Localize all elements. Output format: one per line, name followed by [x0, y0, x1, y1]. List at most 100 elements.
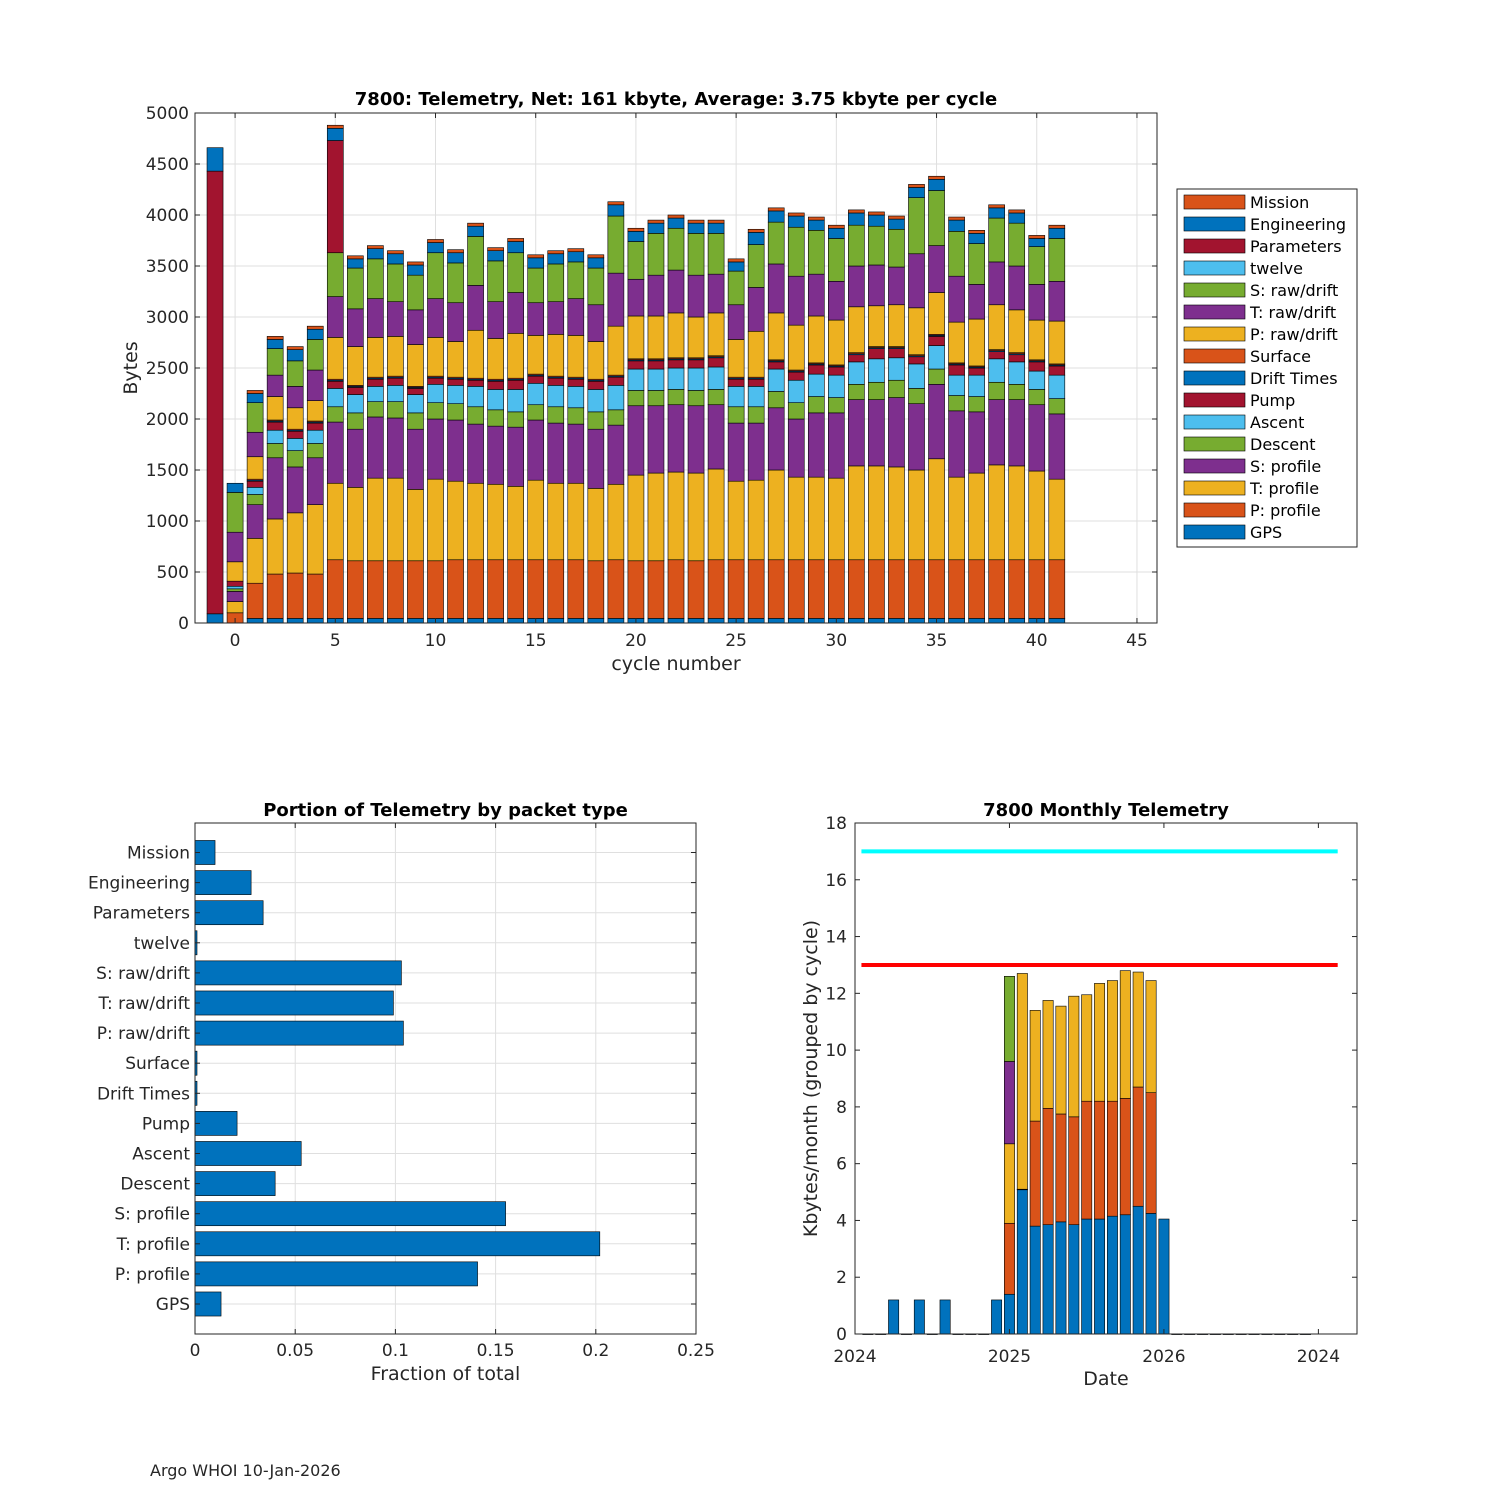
- category-label-descent: Descent: [120, 1175, 190, 1195]
- bar-segment-t-profile: [627, 474, 645, 562]
- bar-segment-t-profile: [767, 469, 785, 561]
- bar-segment-t-profile: [807, 476, 825, 561]
- category-label-t-profile: T: profile: [116, 1235, 190, 1255]
- category-label-p-profile: P: profile: [115, 1265, 190, 1285]
- legend-swatch-t-profile: [1183, 480, 1246, 496]
- bar-segment-s-profile: [527, 419, 545, 481]
- bar-segment-s-profile: [807, 412, 825, 478]
- bar-segment-ascent: [968, 374, 985, 397]
- bar-segment-s-raw-drift: [266, 348, 284, 376]
- bar-segment-gps: [988, 618, 1005, 624]
- bar-segment-descent: [787, 402, 805, 420]
- month-bar-segment: [1004, 1143, 1015, 1224]
- bar-segment-gps: [206, 613, 224, 624]
- bar-segment-p-raw-drift: [988, 304, 1005, 350]
- chart-title: 7800 Monthly Telemetry: [983, 800, 1229, 821]
- bar-segment-p-profile: [587, 560, 605, 619]
- month-bar-segment: [1068, 1224, 1080, 1335]
- bar-segment-t-raw-drift: [427, 298, 444, 338]
- bar-segment-ascent: [487, 389, 504, 411]
- bar-segment-t-raw-drift: [547, 301, 565, 335]
- bar-segment-engineering: [347, 258, 364, 269]
- bar-segment-descent: [828, 397, 845, 414]
- bar-segment-t-profile: [447, 480, 464, 561]
- bar-segment-p-raw-drift: [727, 339, 745, 378]
- bar-segment-pump: [707, 357, 725, 368]
- legend-swatch-mission: [1183, 194, 1246, 210]
- bar-segment-s-raw-drift: [567, 261, 585, 299]
- bar-segment-s-raw-drift: [587, 267, 605, 306]
- bar-segment-p-profile: [647, 560, 665, 619]
- bar-segment-s-profile: [948, 410, 965, 478]
- bar-segment-mission: [928, 175, 945, 180]
- bar-segment-mission: [347, 255, 364, 260]
- bar-segment-p-raw-drift: [507, 333, 524, 379]
- bar-segment-descent: [908, 388, 925, 404]
- bar-segment-s-profile: [667, 404, 685, 473]
- bar-segment-p-raw-drift: [326, 337, 344, 380]
- bar-segment-pump: [407, 388, 424, 395]
- bar-segment-s-raw-drift: [226, 492, 244, 533]
- bar-segment-descent: [567, 407, 585, 425]
- bar-segment-engineering: [246, 393, 264, 403]
- bar-segment-gps: [607, 618, 625, 624]
- bar-segment-ascent: [727, 386, 745, 408]
- bar-segment-s-raw-drift: [347, 267, 364, 310]
- bar-segment-descent: [527, 404, 545, 421]
- bar-segment-t-raw-drift: [848, 265, 865, 308]
- fraction-bar-t-profile: [194, 1231, 601, 1257]
- bar-segment-t-profile: [888, 466, 905, 561]
- bar-segment-ascent: [767, 368, 785, 392]
- bar-segment-ascent: [407, 394, 424, 414]
- bar-segment-ascent: [807, 373, 825, 397]
- y-tick-label: 500: [157, 563, 189, 583]
- bar-segment-s-raw-drift: [487, 260, 504, 302]
- bar-segment-p-raw-drift: [487, 338, 504, 380]
- bar-segment-t-raw-drift: [447, 302, 464, 342]
- x-tick-label: 0.05: [276, 1341, 314, 1361]
- bar-segment-ascent: [427, 384, 444, 403]
- bar-segment-gps: [347, 618, 364, 624]
- month-bar-segment: [1106, 1215, 1118, 1335]
- bar-segment-pump: [226, 580, 244, 587]
- bar-segment-mission: [968, 230, 985, 234]
- footer-credit: Argo WHOI 10-Jan-2026: [150, 1461, 341, 1480]
- month-bar-segment: [1081, 1218, 1093, 1335]
- bar-segment-pump: [1028, 361, 1046, 372]
- bar-segment-ascent: [527, 382, 545, 406]
- bar-segment-engineering: [828, 227, 845, 239]
- month-bar-segment: [1068, 1116, 1080, 1226]
- bar-segment-p-profile: [266, 573, 284, 619]
- bar-segment-t-profile: [407, 489, 424, 562]
- bar-segment-engineering: [447, 252, 464, 264]
- month-bar-segment: [1145, 980, 1157, 1093]
- legend-label-t-profile: T: profile: [1249, 479, 1319, 498]
- bar-segment-t-profile: [286, 512, 304, 574]
- bar-segment-engineering: [1028, 238, 1046, 247]
- category-label-ascent: Ascent: [132, 1145, 190, 1165]
- bar-segment-gps: [487, 618, 504, 624]
- bar-segment-s-profile: [306, 457, 324, 505]
- category-label-p-raw-drift: P: raw/drift: [97, 1024, 191, 1044]
- bar-segment-p-raw-drift: [968, 318, 985, 367]
- bar-segment-p-profile: [567, 559, 585, 619]
- bar-segment-p-profile: [286, 572, 304, 619]
- bar-segment-p-profile: [1048, 559, 1066, 619]
- month-bar-segment: [1055, 1221, 1067, 1335]
- bar-segment-engineering: [908, 187, 925, 198]
- bar-segment-engineering: [387, 253, 404, 265]
- bar-segment-t-raw-drift: [767, 263, 785, 314]
- legend-swatch-ascent: [1183, 414, 1246, 430]
- bar-segment-ascent: [848, 361, 865, 385]
- bar-segment-s-raw-drift: [547, 263, 565, 302]
- month-bar-segment: [1119, 1098, 1131, 1216]
- bar-segment-p-raw-drift: [687, 316, 705, 359]
- bar-segment-p-profile: [1028, 559, 1046, 619]
- bar-segment-s-profile: [1008, 399, 1026, 467]
- bar-segment-gps: [567, 618, 585, 624]
- bar-segment-pump: [1008, 354, 1026, 363]
- bar-segment-s-profile: [587, 428, 605, 489]
- bar-segment-engineering: [507, 241, 524, 254]
- bar-segment-t-raw-drift: [707, 273, 725, 314]
- bar-segment-s-profile: [647, 405, 665, 474]
